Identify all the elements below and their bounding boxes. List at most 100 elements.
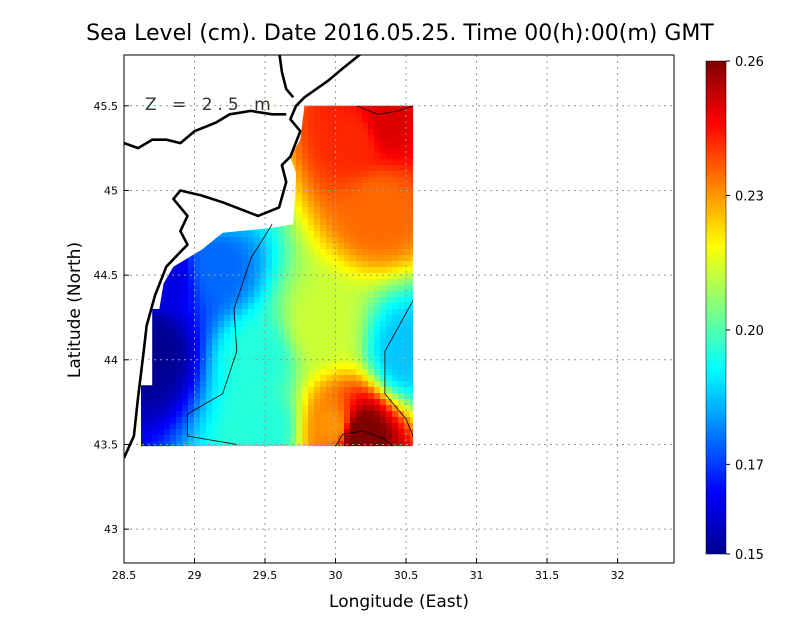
field-cell (308, 141, 315, 148)
field-cell (302, 243, 309, 250)
field-cell (206, 417, 213, 424)
field-cell (296, 423, 303, 430)
field-cell (272, 399, 279, 406)
field-cell (362, 171, 369, 178)
field-cell (314, 177, 321, 184)
field-cell (296, 267, 303, 274)
field-cell (326, 309, 333, 316)
field-cell (182, 387, 189, 394)
field-cell (266, 369, 273, 376)
field-cell (302, 417, 309, 424)
field-cell (170, 291, 177, 298)
field-cell (380, 249, 387, 256)
field-cell (356, 111, 363, 118)
field-cell (224, 363, 231, 370)
field-cell (164, 375, 171, 382)
field-cell (242, 369, 249, 376)
field-cell (206, 429, 213, 436)
field-cell (314, 117, 321, 124)
field-cell (344, 393, 351, 400)
field-cell (248, 405, 255, 412)
field-cell (398, 429, 405, 436)
field-cell (320, 399, 327, 406)
field-cell (254, 417, 261, 424)
field-cell (218, 423, 225, 430)
field-cell (338, 393, 345, 400)
field-cell (272, 405, 279, 412)
field-cell (278, 249, 285, 256)
field-cell (212, 429, 219, 436)
field-cell (236, 423, 243, 430)
field-cell (266, 429, 273, 436)
field-cell (206, 261, 213, 268)
field-cell (212, 363, 219, 370)
field-cell (350, 183, 357, 190)
field-cell (272, 429, 279, 436)
field-cell (386, 195, 393, 202)
field-cell (332, 363, 339, 370)
field-cell (320, 255, 327, 262)
field-cell (386, 141, 393, 148)
field-cell (170, 321, 177, 328)
field-cell (350, 381, 357, 388)
field-cell (320, 369, 327, 376)
field-cell (398, 309, 405, 316)
field-cell (242, 381, 249, 388)
field-cell (296, 411, 303, 418)
field-cell (182, 267, 189, 274)
field-cell (260, 285, 267, 292)
field-cell (206, 297, 213, 304)
field-cell (146, 423, 153, 430)
field-cell (326, 279, 333, 286)
field-cell (194, 363, 201, 370)
field-cell (326, 321, 333, 328)
field-cell (344, 399, 351, 406)
field-cell (380, 303, 387, 310)
field-cell (212, 321, 219, 328)
field-cell (278, 285, 285, 292)
field-cell (296, 255, 303, 262)
field-cell (344, 147, 351, 154)
field-cell (392, 321, 399, 328)
field-cell (332, 165, 339, 172)
field-cell (392, 255, 399, 262)
field-cell (404, 141, 411, 148)
field-cell (212, 399, 219, 406)
field-cell (170, 333, 177, 340)
field-cell (242, 249, 249, 256)
field-cell (404, 189, 411, 196)
field-cell (338, 297, 345, 304)
field-cell (224, 231, 231, 238)
field-cell (248, 309, 255, 316)
field-cell (230, 315, 237, 322)
field-cell (170, 279, 177, 286)
field-cell (368, 165, 375, 172)
field-cell (296, 183, 303, 190)
field-cell (326, 429, 333, 436)
field-cell (344, 177, 351, 184)
field-cell (176, 267, 183, 274)
field-cell (248, 369, 255, 376)
field-cell (398, 147, 405, 154)
field-cell (344, 291, 351, 298)
field-cell (338, 363, 345, 370)
field-cell (362, 381, 369, 388)
field-cell (170, 375, 177, 382)
field-cell (410, 351, 414, 358)
field-cell (302, 177, 309, 184)
field-cell (404, 129, 411, 136)
field-cell (368, 201, 375, 208)
field-cell (356, 213, 363, 220)
field-cell (338, 171, 345, 178)
field-cell (392, 411, 399, 418)
field-cell (206, 441, 213, 447)
field-cell (368, 267, 375, 274)
field-cell (176, 345, 183, 352)
field-cell (332, 429, 339, 436)
field-cell (392, 441, 399, 447)
contour-line (384, 300, 414, 437)
field-cell (182, 423, 189, 430)
field-cell (308, 381, 315, 388)
field-cell (338, 327, 345, 334)
field-cell (386, 129, 393, 136)
